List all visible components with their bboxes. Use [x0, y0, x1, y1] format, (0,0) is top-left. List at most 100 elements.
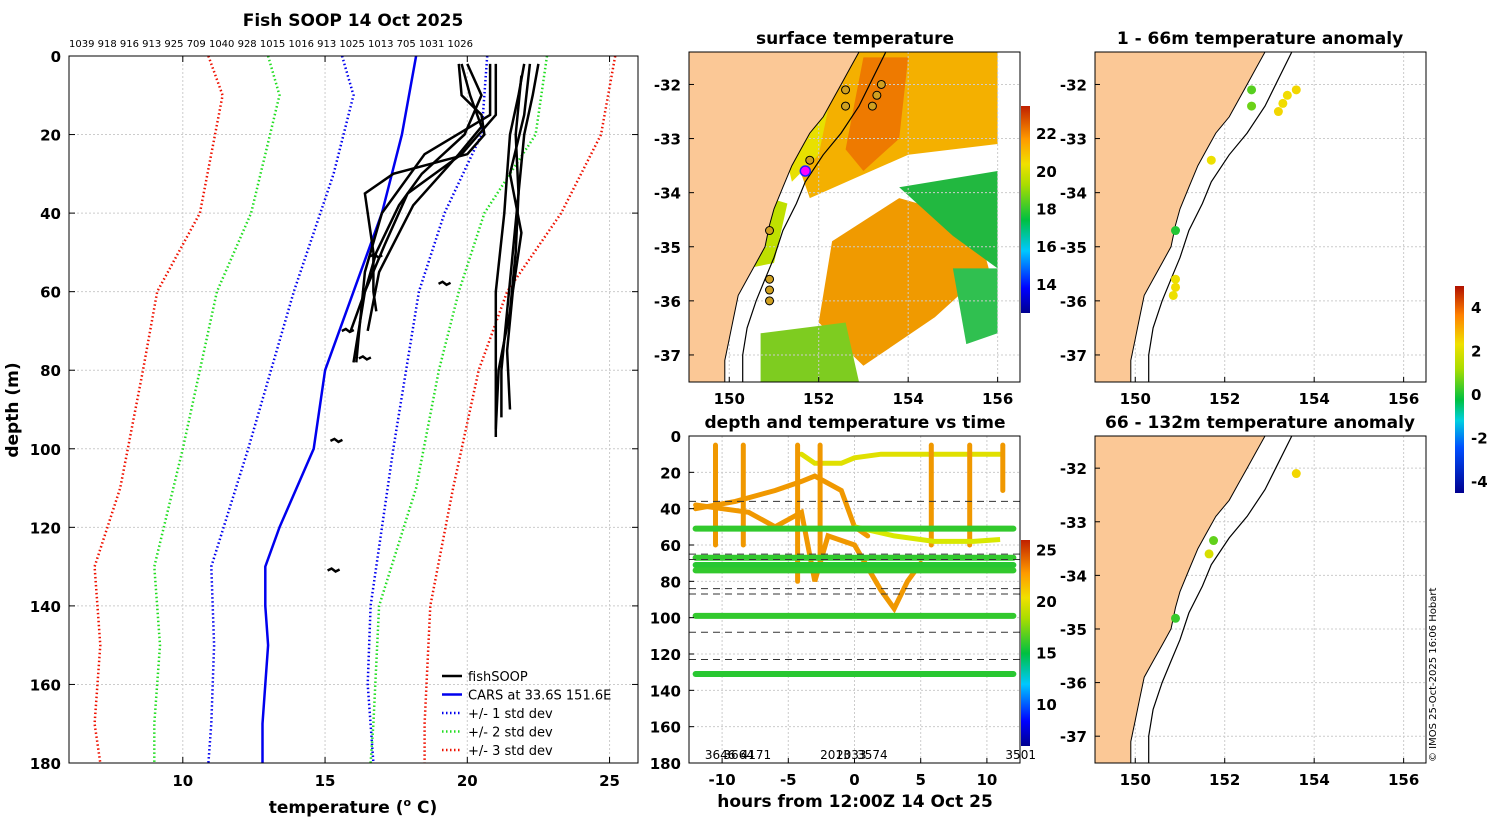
- profile-grid: [69, 55, 638, 764]
- anomaly-deep-ytick-label: -33: [1060, 514, 1087, 532]
- sst-map-content: [689, 52, 1020, 382]
- depth-time-ytick-label: 120: [650, 646, 681, 664]
- sst-station-marker: [765, 296, 775, 306]
- profile-xlabel-tail: C): [411, 798, 437, 818]
- anomaly-shallow-anomaly-point: [1247, 101, 1257, 111]
- fishsoop-squiggle: [327, 567, 341, 574]
- sst-station-marker: [841, 101, 851, 111]
- profile-ytick-label: 100: [30, 441, 61, 459]
- sst-xtick-label: 154: [893, 390, 924, 408]
- sst-colorbar-tick-label: 18: [1036, 201, 1057, 219]
- profile-std2r-line: [369, 56, 549, 763]
- profile-title: Fish SOOP 14 Oct 2025: [243, 11, 464, 31]
- sst-colorbar-tick-label: 14: [1036, 276, 1057, 294]
- profile-axes-box: [68, 55, 639, 764]
- depth-time-colorbar-tick-label: 20: [1036, 593, 1057, 611]
- anomaly-shallow-anomaly-point: [1273, 107, 1283, 117]
- sst-ytick-label: -35: [654, 239, 681, 257]
- anomaly-deep-ytick-label: -35: [1060, 621, 1087, 639]
- fishsoop-profile-line: [352, 63, 498, 363]
- sst-south-green: [760, 322, 859, 382]
- anomaly-deep-ticks: 150 152 154 156 -32 -33 -34 -35 -36 -37: [1060, 460, 1419, 789]
- anomaly-shallow-xtick-label: 154: [1299, 390, 1330, 408]
- profile-xlabel-unit: o: [404, 796, 412, 809]
- depth-time-ytick-label: 160: [650, 719, 681, 737]
- depth-time-content: [689, 442, 1020, 677]
- anomaly-deep-ytick-label: -32: [1060, 460, 1087, 478]
- anomaly-colorbar-tick-label: 4: [1471, 299, 1481, 317]
- sst-title: surface temperature: [756, 29, 954, 49]
- anomaly-shallow-ytick-label: -33: [1060, 131, 1087, 149]
- anomaly-deep-xtick-label: 156: [1388, 771, 1419, 789]
- depth-time-id-label: 3646: [705, 748, 736, 762]
- sst-colorbar-tick-label: 22: [1036, 125, 1057, 143]
- anomaly-shallow-axes-box: [1094, 51, 1427, 383]
- profile-ylabel: depth (m): [3, 362, 23, 457]
- anomaly-shallow-anomaly-point: [1171, 282, 1181, 292]
- sst-station-marker: [765, 274, 775, 284]
- profile-xtick-label: 20: [457, 772, 478, 790]
- fishsoop-profile-line: [366, 63, 483, 332]
- depth-time-track-yellow: [853, 524, 1001, 544]
- depth-time-ytick-label: 20: [660, 464, 681, 482]
- anomaly-shallow-anomaly-point: [1291, 85, 1301, 95]
- profile-xlabel: temperature (o C): [269, 796, 438, 818]
- anomaly-shallow-anomaly-point: [1171, 226, 1181, 236]
- sst-ytick-label: -33: [654, 131, 681, 149]
- sst-ticks: 150 152 154 156 -32 -33 -34 -35 -36 -37: [654, 76, 1013, 408]
- depth-time-id-label: 3574: [857, 748, 888, 762]
- depth-time-id-label: 3664: [723, 748, 754, 762]
- depth-time-xtick-label: 10: [976, 771, 997, 789]
- sst-xtick-label: 156: [982, 390, 1013, 408]
- anomaly-shallow-ytick-label: -34: [1060, 185, 1087, 203]
- legend-entry: +/- 2 std dev: [468, 726, 553, 741]
- sst-ytick-label: -34: [654, 185, 681, 203]
- depth-time-ytick-label: 140: [650, 682, 681, 700]
- fishsoop-squiggle: [437, 280, 452, 287]
- depth-time-colorbar-ticks: 10 15 20 25: [1036, 541, 1057, 714]
- anomaly-deep-anomaly-point: [1209, 536, 1219, 546]
- cars-mean-line: [261, 56, 418, 763]
- fishsoop-profile-line: [494, 63, 526, 437]
- anomaly-colorbar-tick-label: 2: [1471, 342, 1481, 360]
- sst-eac-core: [845, 57, 909, 171]
- depth-time-id-label: 2033: [836, 748, 867, 762]
- depth-time-id-label: 4171: [741, 748, 772, 762]
- fishsoop-profile-line: [494, 75, 523, 430]
- profile-ytick-label: 160: [30, 676, 61, 694]
- sst-station-marker: [765, 285, 775, 295]
- profile-ytick-label: 40: [40, 205, 61, 223]
- anomaly-shallow-ytick-label: -32: [1060, 76, 1087, 94]
- sst-station-marker: [841, 85, 851, 95]
- anomaly-deep-content: [1095, 436, 1426, 763]
- anomaly-shallow-anomaly-point: [1206, 155, 1216, 165]
- profile-xtick-label: 15: [315, 772, 336, 790]
- profile-lines: [93, 56, 617, 763]
- sst-station-marker: [805, 155, 815, 165]
- profile-ytick-label: 60: [40, 284, 61, 302]
- depth-time-id-label: 2013: [820, 748, 851, 762]
- anomaly-deep-xtick-label: 152: [1209, 771, 1240, 789]
- anomaly-deep-axes-box: [1094, 435, 1427, 764]
- anomaly-shallow-ytick-label: -35: [1060, 239, 1087, 257]
- anomaly-shallow-land: [1095, 52, 1266, 382]
- sst-cool-east: [899, 171, 998, 269]
- anomaly-deep-anomaly-point: [1204, 549, 1214, 559]
- depth-time-xtick-label: 0: [849, 771, 859, 789]
- anomaly-shallow-shelf-contour: [1148, 52, 1293, 382]
- sst-station-marker: [876, 79, 886, 89]
- legend-entry: +/- 3 std dev: [468, 744, 553, 759]
- anomaly-shallow-anomaly-point: [1168, 290, 1178, 300]
- profile-ytick-label: 0: [51, 48, 61, 66]
- sst-colorbar-tick-label: 20: [1036, 163, 1057, 181]
- anomaly-shallow-xtick-label: 156: [1388, 390, 1419, 408]
- anomaly-colorbar: [1455, 286, 1464, 493]
- sst-ytick-label: -32: [654, 76, 681, 94]
- depth-time-colorbar-tick-label: 10: [1036, 696, 1057, 714]
- sst-ytick-label: -36: [654, 293, 681, 311]
- sst-ytick-label: -37: [654, 347, 681, 365]
- depth-time-ytick-label: 80: [660, 573, 681, 591]
- fishsoop-profile-line: [349, 63, 483, 332]
- anomaly-shallow-anomaly-point: [1247, 85, 1257, 95]
- anomaly-shallow-anomaly-point: [1282, 90, 1292, 100]
